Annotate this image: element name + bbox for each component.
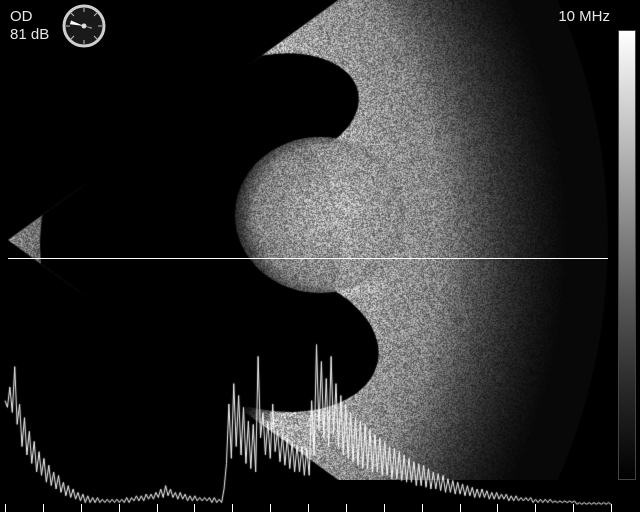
probe-orientation-gauge[interactable] — [62, 4, 106, 48]
ultrasound-viewport: OD 81 dB 10 MHz — [0, 0, 640, 512]
a-scan-cursor-line[interactable] — [8, 258, 608, 259]
frequency-label: 10 MHz — [558, 8, 610, 25]
waveform-ticks — [0, 502, 616, 512]
scan-info-left: OD 81 dB — [10, 8, 49, 44]
eye-label: OD — [10, 8, 49, 26]
a-scan-waveform — [0, 312, 616, 512]
gain-label: 81 dB — [10, 26, 49, 44]
grayscale-legend — [618, 30, 636, 480]
